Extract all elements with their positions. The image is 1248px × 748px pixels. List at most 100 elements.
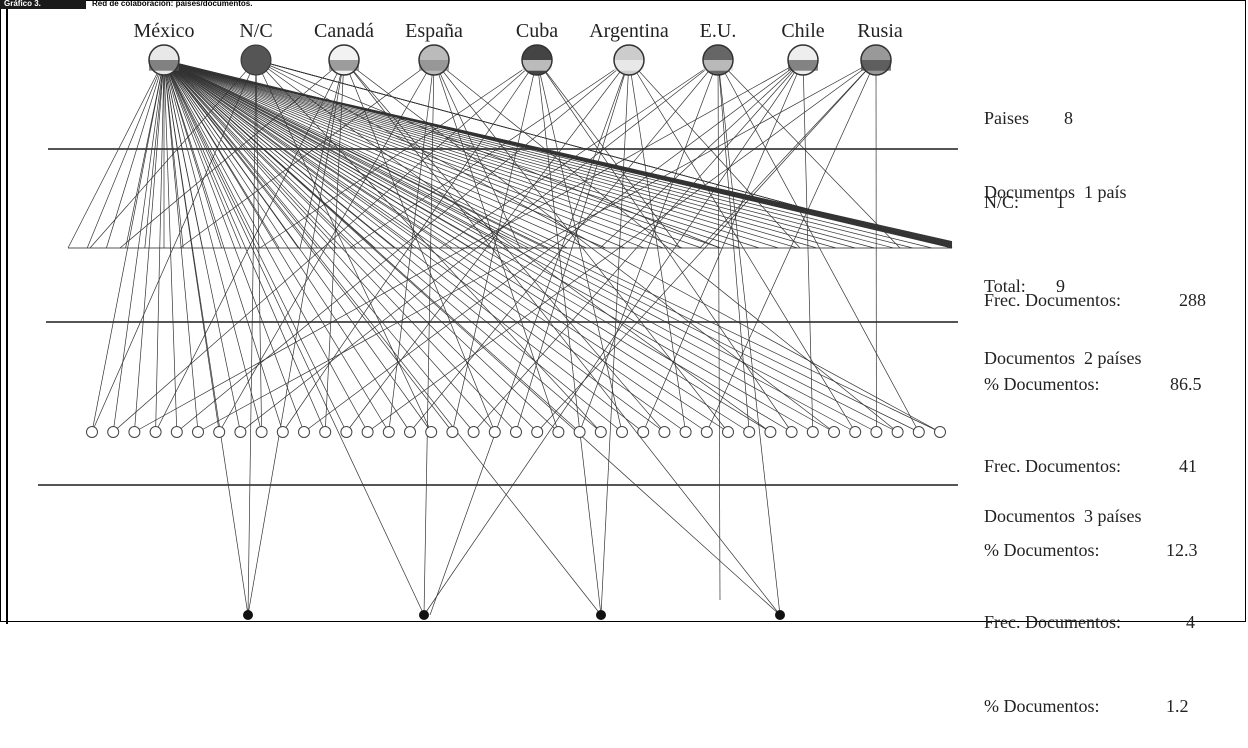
none-flag-icon <box>241 45 271 75</box>
two-country-doc-node <box>723 427 734 438</box>
two-country-doc-node <box>680 427 691 438</box>
edge <box>164 60 601 432</box>
edge <box>164 60 262 432</box>
edge <box>164 60 452 432</box>
edge <box>707 60 876 432</box>
two-country-doc-node <box>108 427 119 438</box>
edge <box>87 60 164 248</box>
canada-flag-band <box>329 60 359 71</box>
country-label-spain: España <box>405 20 463 43</box>
two-country-doc-node <box>214 427 225 438</box>
edge <box>629 60 855 432</box>
edge <box>164 60 433 248</box>
edge <box>424 60 434 615</box>
group1-freq-label: Frec. Documentos: <box>984 290 1121 310</box>
russia-flag-band <box>861 60 891 71</box>
two-country-doc-node <box>468 427 479 438</box>
spain-flag-band <box>419 60 449 71</box>
three-country-doc-node <box>596 610 606 620</box>
usa-flag-icon <box>703 45 733 75</box>
country-label-usa: E.U. <box>700 20 737 43</box>
mexico-flag-icon <box>149 45 179 75</box>
edge <box>120 60 344 248</box>
edge <box>537 60 601 615</box>
cuba-flag-icon <box>522 45 552 75</box>
edge <box>145 60 164 248</box>
edge <box>434 60 558 432</box>
group3-pct-label: % Documentos: <box>984 696 1099 716</box>
group1-freq-value: 288 <box>1179 286 1206 314</box>
edge <box>164 60 855 248</box>
group2-freq-label: Frec. Documentos: <box>984 456 1121 476</box>
edge <box>164 60 798 248</box>
two-country-doc-node <box>129 427 140 438</box>
two-country-doc-node <box>299 427 310 438</box>
two-country-doc-node <box>892 427 903 438</box>
three-country-doc-node <box>775 610 785 620</box>
two-country-doc-node <box>595 427 606 438</box>
two-country-doc-node <box>871 427 882 438</box>
cuba-flag-band <box>522 60 552 71</box>
group2-freq-value: 41 <box>1179 452 1197 480</box>
edge <box>718 60 720 600</box>
two-country-doc-node <box>765 427 776 438</box>
usa-flag-band <box>703 60 733 71</box>
edge <box>164 60 177 432</box>
two-country-doc-node <box>935 427 946 438</box>
country-label-russia: Rusia <box>857 20 903 43</box>
edge <box>164 60 728 432</box>
two-country-doc-node <box>320 427 331 438</box>
edge <box>164 60 586 248</box>
edge <box>92 60 256 432</box>
edge <box>256 60 770 432</box>
two-country-doc-node <box>87 427 98 438</box>
group3-freq-value: 4 <box>1186 608 1195 636</box>
edge <box>92 60 164 432</box>
two-country-doc-node <box>829 427 840 438</box>
edge <box>164 60 686 432</box>
two-country-doc-node <box>850 427 861 438</box>
edge <box>113 60 537 432</box>
edge <box>164 60 601 615</box>
edge <box>248 60 344 615</box>
edge <box>164 60 855 432</box>
edge <box>643 60 803 432</box>
two-country-doc-node <box>638 427 649 438</box>
paises-label: Paises <box>984 108 1029 128</box>
edge <box>164 60 898 432</box>
network-edges <box>68 60 952 615</box>
three-country-doc-node <box>243 610 253 620</box>
none-flag-disc <box>241 45 271 75</box>
edge <box>516 60 629 432</box>
two-country-doc-node <box>405 427 416 438</box>
two-country-doc-node <box>277 427 288 438</box>
edge <box>134 60 803 432</box>
document-nodes <box>87 427 946 621</box>
edge <box>164 60 368 432</box>
country-label-argentina: Argentina <box>589 20 669 43</box>
chile-flag-band <box>788 60 818 71</box>
two-country-doc-node <box>532 427 543 438</box>
argentina-flag-band <box>614 60 644 71</box>
edge <box>803 60 813 432</box>
edge <box>164 60 876 432</box>
country-flags <box>149 45 891 75</box>
edge <box>718 60 919 432</box>
country-label-cuba: Cuba <box>516 20 558 43</box>
edge <box>430 60 629 615</box>
two-country-doc-node <box>489 427 500 438</box>
group2-title: Documentos 2 países <box>984 344 1141 372</box>
edge <box>198 60 876 432</box>
edge <box>164 60 389 432</box>
edge <box>164 60 643 432</box>
two-country-doc-node <box>574 427 585 438</box>
edge <box>350 60 629 248</box>
two-country-doc-node <box>193 427 204 438</box>
edge <box>68 60 164 248</box>
edge <box>164 60 707 432</box>
country-label-mexico: México <box>133 20 194 43</box>
edge <box>256 60 431 432</box>
argentina-flag-icon <box>614 45 644 75</box>
country-label-canada: Canadá <box>314 20 374 43</box>
edge <box>164 60 537 432</box>
